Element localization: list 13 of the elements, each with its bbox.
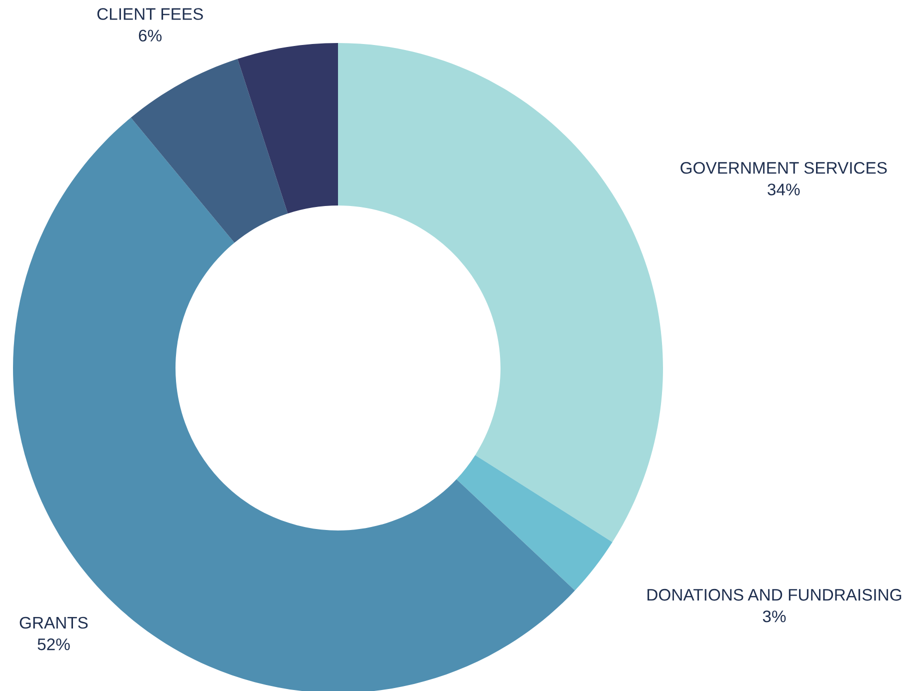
- donut-slice: [130, 58, 288, 243]
- data-label: 52%: [38, 638, 70, 650]
- slice-label: GRANTS: [20, 616, 88, 629]
- donut-slice: [456, 455, 612, 590]
- data-label: 6%: [138, 30, 162, 42]
- data-label: 3%: [762, 610, 786, 622]
- slice-label: DONATIONS AND FUNDRAISING: [648, 588, 902, 601]
- slice-label: GOVERNMENT SERVICES: [680, 162, 887, 174]
- donut-slice: [338, 43, 663, 542]
- donut-slice: [13, 118, 575, 691]
- data-label: 34%: [768, 184, 800, 196]
- donut-slice: [238, 43, 338, 214]
- slice-label: CLIENT FEES: [97, 8, 203, 20]
